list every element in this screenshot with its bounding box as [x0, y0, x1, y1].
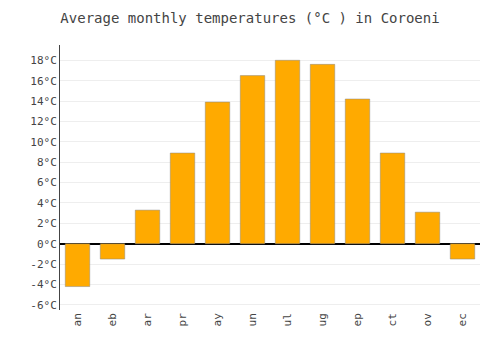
svg-text:an: an — [71, 313, 84, 326]
svg-text:12°C: 12°C — [30, 115, 57, 128]
svg-text:ul: ul — [281, 313, 294, 326]
svg-text:eb: eb — [106, 313, 119, 326]
svg-text:ct: ct — [386, 313, 399, 326]
svg-text:ov: ov — [421, 313, 434, 327]
svg-text:14°C: 14°C — [30, 95, 57, 108]
svg-text:18°C: 18°C — [30, 54, 57, 67]
svg-text:ug: ug — [316, 313, 329, 326]
svg-text:2°C: 2°C — [37, 217, 57, 230]
svg-text:ep: ep — [351, 313, 364, 326]
svg-text:6°C: 6°C — [37, 176, 57, 189]
svg-text:ar: ar — [141, 313, 154, 327]
svg-text:pr: pr — [176, 313, 189, 327]
svg-text:0°C: 0°C — [37, 238, 57, 251]
svg-text:-4°C: -4°C — [30, 278, 57, 291]
svg-text:10°C: 10°C — [30, 136, 57, 149]
svg-text:ec: ec — [456, 313, 469, 326]
svg-text:4°C: 4°C — [37, 197, 57, 210]
svg-text:8°C: 8°C — [37, 156, 57, 169]
svg-text:16°C: 16°C — [30, 75, 57, 88]
svg-text:-6°C: -6°C — [30, 299, 57, 312]
svg-text:Average monthly temperatures (: Average monthly temperatures (°C ) in Co… — [60, 10, 439, 26]
svg-text:ay: ay — [211, 313, 224, 327]
svg-text:un: un — [246, 313, 259, 326]
svg-text:-2°C: -2°C — [30, 258, 57, 271]
